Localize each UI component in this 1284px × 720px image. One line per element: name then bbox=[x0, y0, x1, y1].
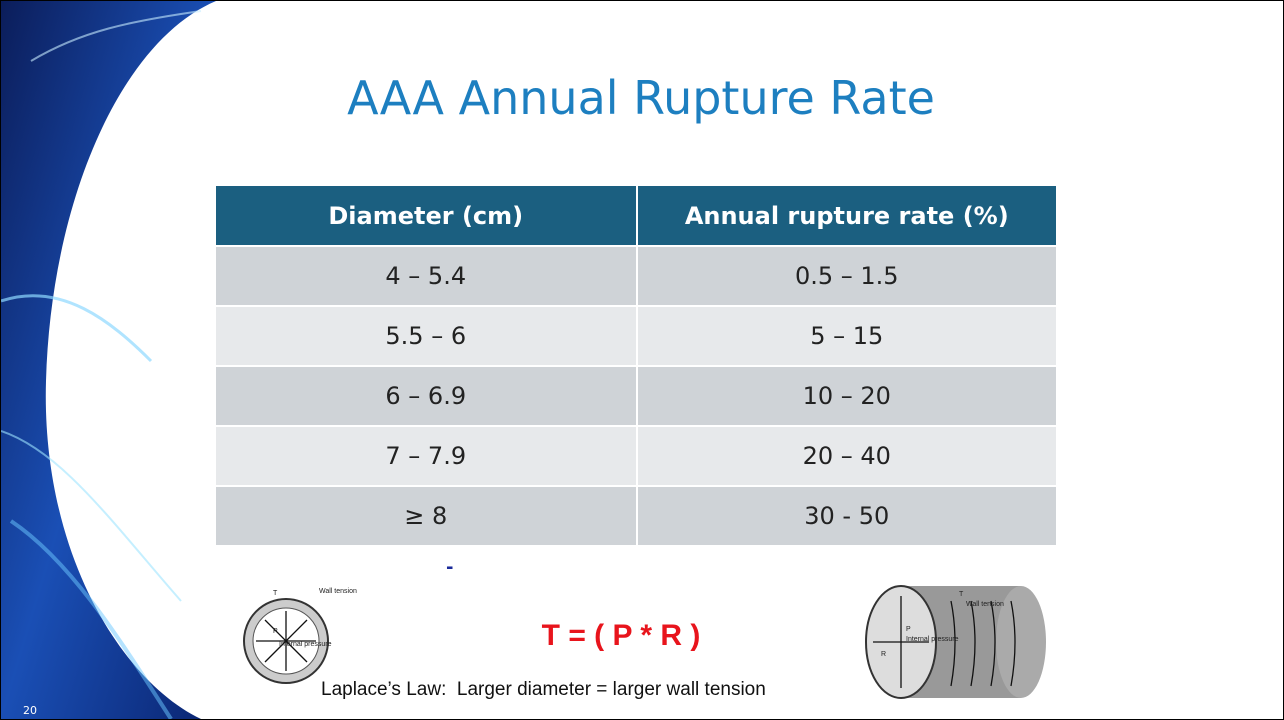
table-cell: 30 - 50 bbox=[637, 486, 1058, 545]
diagram-label: P bbox=[906, 626, 911, 633]
table-cell: 5.5 – 6 bbox=[216, 306, 637, 366]
diagram-label: R bbox=[881, 651, 886, 658]
equation: T = ( P * R ) bbox=[506, 619, 736, 653]
diagram-label: Internal pressure bbox=[906, 636, 959, 643]
slide: T Wall tension P Internal pressure T Wal… bbox=[0, 0, 1284, 720]
slide-title: AAA Annual Rupture Rate bbox=[241, 71, 1041, 125]
table-cell: ≥ 8 bbox=[216, 486, 637, 545]
table-cell: 7 – 7.9 bbox=[216, 426, 637, 486]
diagram-label: Wall tension bbox=[319, 588, 357, 595]
marker: - bbox=[446, 557, 453, 578]
diagram-label: T bbox=[959, 591, 964, 598]
table-cell: 5 – 15 bbox=[637, 306, 1058, 366]
table-cell: 0.5 – 1.5 bbox=[637, 246, 1058, 306]
diagram-label: Wall tension bbox=[966, 601, 1004, 608]
caption: Laplace’s Law: Larger diameter = larger … bbox=[321, 679, 766, 701]
header-row: Diameter (cm) Annual rupture rate (%) bbox=[216, 186, 1057, 246]
header-cell: Diameter (cm) bbox=[216, 186, 637, 246]
table-cell: 10 – 20 bbox=[637, 366, 1058, 426]
table-cell: 6 – 6.9 bbox=[216, 366, 637, 426]
slide-number: 20 bbox=[23, 704, 37, 717]
diagram-label: P bbox=[273, 628, 278, 635]
rupture-table: Diameter (cm) Annual rupture rate (%) 4 … bbox=[216, 186, 1058, 545]
diagram-label: T bbox=[273, 590, 278, 597]
diagram-label: Internal pressure bbox=[279, 641, 332, 648]
table-cell: 20 – 40 bbox=[637, 426, 1058, 486]
header-cell: Annual rupture rate (%) bbox=[637, 186, 1058, 246]
cylinder-diagram: T Wall tension P Internal pressure R bbox=[866, 586, 1046, 698]
table-cell: 4 – 5.4 bbox=[216, 246, 637, 306]
